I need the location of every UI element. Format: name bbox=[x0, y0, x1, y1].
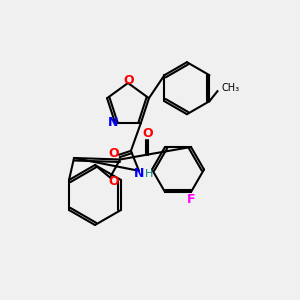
Text: N: N bbox=[108, 116, 118, 129]
Text: N: N bbox=[134, 167, 144, 180]
Text: CH₃: CH₃ bbox=[221, 83, 240, 93]
Text: H: H bbox=[145, 169, 153, 179]
Text: O: O bbox=[124, 74, 134, 88]
Text: O: O bbox=[109, 175, 119, 188]
Text: O: O bbox=[109, 147, 119, 160]
Text: O: O bbox=[143, 127, 153, 140]
Text: F: F bbox=[187, 193, 195, 206]
